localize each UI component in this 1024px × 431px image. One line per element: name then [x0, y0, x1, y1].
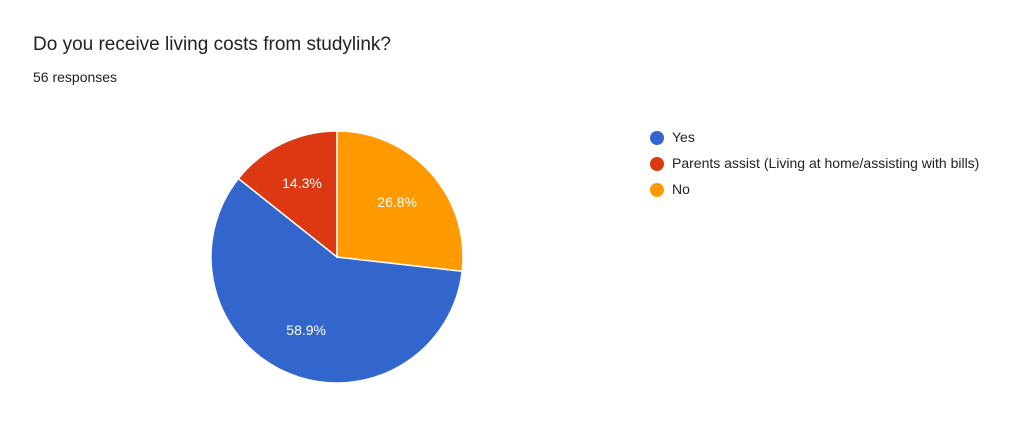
legend-label: Parents assist (Living at home/assisting…: [672, 155, 980, 171]
chart-title: Do you receive living costs from studyli…: [33, 34, 391, 55]
legend-swatch: [650, 131, 664, 145]
legend-label: No: [672, 181, 690, 197]
data-label: 58.9%: [286, 322, 326, 338]
legend-item: Yes: [650, 128, 980, 147]
chart-subtitle: 56 responses: [33, 69, 118, 85]
data-label: 14.3%: [282, 175, 322, 191]
legend: Yes Parents assist (Living at home/assist…: [650, 128, 980, 206]
pie-slice: [210, 177, 464, 384]
pie-slice: [336, 130, 464, 273]
legend-item: Parents assist (Living at home/assisting…: [650, 154, 980, 173]
legend-swatch: [650, 183, 664, 197]
legend-item: No: [650, 180, 980, 199]
legend-swatch: [650, 157, 664, 171]
pie-slice: [237, 130, 338, 259]
legend-label: Yes: [672, 129, 695, 145]
data-label: 26.8%: [377, 194, 417, 210]
